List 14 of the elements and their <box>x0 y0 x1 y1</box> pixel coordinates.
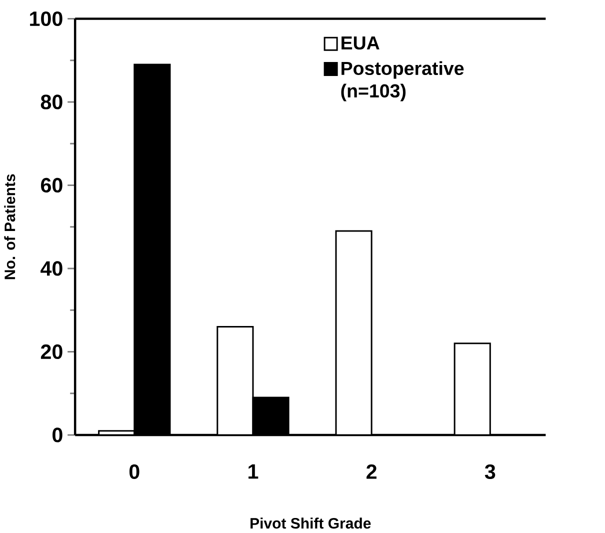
y-tick-label: 100 <box>30 12 62 26</box>
legend-label: Postoperative (n=103) <box>341 61 464 102</box>
y-tick-label: 80 <box>40 94 62 110</box>
x-tick-label: 3 <box>484 464 496 480</box>
y-tick-label: 0 <box>52 428 62 442</box>
x-tick-label: 2 <box>366 464 376 479</box>
y-tick-label: 40 <box>40 261 62 276</box>
x-axis-title: Pivot Shift Grade <box>250 518 371 529</box>
y-tick-label: 60 <box>41 178 62 193</box>
y-tick-label: 20 <box>40 344 62 360</box>
y-axis-title: No. of Patients <box>4 174 16 280</box>
x-tick-label: 1 <box>248 464 258 479</box>
legend-label: EUA <box>342 36 380 50</box>
x-tick-label: 0 <box>129 464 140 480</box>
